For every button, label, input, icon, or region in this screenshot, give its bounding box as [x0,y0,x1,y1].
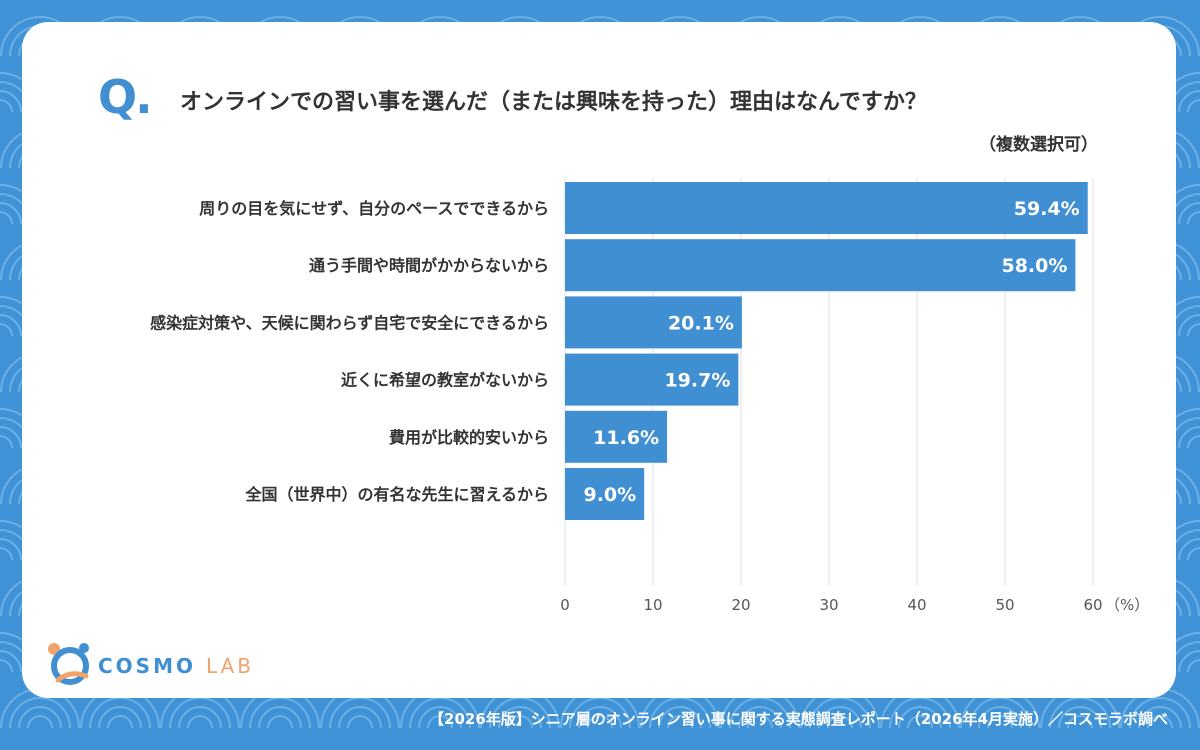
bar [565,468,645,520]
logo-wordmark: COSMO LAB [98,654,254,678]
cosmo-lab-logo-icon [48,643,89,685]
logo-main-text: COSMO [98,654,196,678]
category-label: 通う手間や時間がかからないから [309,256,549,275]
bar [565,239,1076,292]
bar-value-label: 59.4% [1014,198,1080,220]
logo-sub-text: LAB [205,654,254,678]
x-tick-label: 0 [560,596,570,614]
x-tick-label: 20 [731,596,750,614]
category-label: 周りの目を気にせず、自分のペースでできるから [199,199,549,218]
footer-source: 【2026年版】シニア層のオンライン習い事に関する実態調査レポート（2026年4… [429,710,1168,728]
bar-value-label: 11.6% [593,427,659,449]
bar [565,296,742,349]
grid-lines [564,178,1094,586]
category-label: 費用が比較的安いから [389,428,549,447]
question-mark-label: Q. [98,70,153,124]
x-tick-label: 50 [995,596,1014,614]
category-label: 近くに希望の教室がないから [341,371,549,390]
category-label: 全国（世界中）の有名な先生に習えるから [244,485,549,504]
bar-value-label: 19.7% [664,370,730,392]
bar-chart: 0 10 20 30 40 50 60 （%） 59.4% 周りの目を気にせず、自分のペースででき… [150,178,1149,614]
chart-card: Q. オンラインでの習い事を選んだ（または興味を持った）理由はなんですか？ （複… [22,22,1176,698]
bar [565,353,739,406]
category-label: 感染症対策や、天候に関わらず自宅で安全にできるから [150,313,549,332]
x-unit-label: （%） [1105,596,1149,614]
x-tick-label: 30 [819,596,838,614]
multiple-choice-note: （複数選択可） [979,135,1098,155]
bar-value-label: 20.1% [668,312,734,334]
question-title: オンラインでの習い事を選んだ（または興味を持った）理由はなんですか？ [180,90,927,115]
bar [565,182,1088,234]
bar-value-label: 9.0% [583,484,636,506]
bar [565,410,668,463]
x-tick-label: 60 [1083,596,1102,614]
bar-value-label: 58.0% [1001,255,1067,277]
x-tick-label: 10 [643,596,662,614]
x-tick-label: 40 [907,596,926,614]
